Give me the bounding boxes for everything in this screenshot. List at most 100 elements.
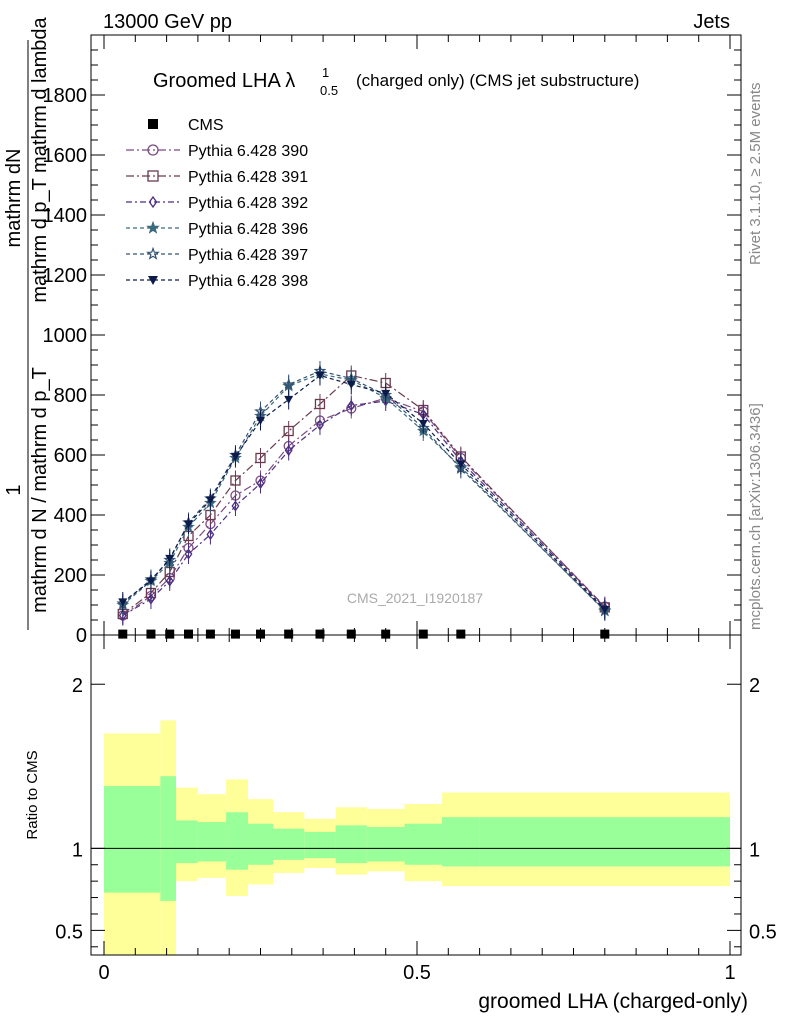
data-point	[205, 496, 215, 505]
data-point	[315, 371, 325, 380]
ratio-band-green	[366, 827, 405, 862]
data-point	[230, 629, 240, 639]
ratio-band-green	[304, 831, 336, 859]
data-point	[118, 609, 127, 622]
ylabel-numerator: 1	[3, 484, 25, 495]
ratio-band-green	[104, 785, 161, 893]
legend-item: Pythia 6.428 397	[126, 246, 308, 264]
series-pythia-6-428-397	[116, 361, 612, 621]
data-point	[456, 460, 466, 469]
series-line	[122, 374, 606, 615]
data-point	[118, 629, 128, 639]
legend-item: Pythia 6.428 390	[126, 143, 308, 160]
y-tick-label: 1600	[43, 145, 88, 167]
ratio-band-green	[273, 828, 305, 860]
legend-marker	[148, 119, 158, 129]
y-tick-label: 400	[54, 505, 87, 527]
legend-item: CMS	[148, 117, 224, 134]
legend-marker	[147, 170, 159, 182]
main-x-ticks	[103, 35, 731, 635]
series-line	[122, 370, 606, 611]
data-point	[255, 452, 266, 464]
ratio-band-green	[226, 812, 248, 870]
data-point	[184, 548, 193, 560]
legend-marker	[148, 276, 158, 285]
data-point	[316, 419, 324, 431]
ratio-frame	[90, 634, 742, 956]
ratio-band-green	[197, 822, 227, 862]
data-point	[315, 629, 325, 639]
x-tick-label: 0.5	[403, 962, 431, 984]
x-tick-label: 0	[98, 962, 109, 984]
legend-label: Pythia 6.428 398	[188, 273, 308, 290]
ratio-panel: 0.5 0.51 12 2 0 0.5 1	[55, 634, 777, 984]
ylabel-denominator-bot: mathrm d N / mathrm d p_T	[29, 367, 51, 613]
data-point	[600, 605, 610, 614]
ratio-y-tick-label-right: 0.5	[749, 921, 777, 943]
legend: CMS Pythia 6.428 390 Pythia 6.428 391 Pythi…	[126, 117, 308, 290]
ratio-band-green	[175, 820, 198, 864]
data-point	[381, 629, 391, 639]
data-point	[230, 452, 240, 461]
legend-label: Pythia 6.428 391	[188, 169, 308, 186]
data-point	[205, 629, 215, 639]
y-tick-label: 600	[54, 445, 87, 467]
legend-item: Pythia 6.428 398	[126, 273, 308, 290]
data-point	[283, 425, 294, 437]
legend-label: Pythia 6.428 390	[188, 143, 308, 160]
data-point	[165, 629, 175, 639]
y-tick-label: 1400	[43, 205, 88, 227]
ratio-y-tick-label: 0.5	[55, 921, 83, 943]
ratio-y-tick-label-right: 1	[749, 839, 760, 861]
data-point	[284, 395, 294, 404]
series-line	[122, 400, 606, 617]
ratio-y-tick-label: 1	[72, 839, 83, 861]
y-tick-label: 1000	[43, 325, 88, 347]
energy-label: 13000 GeV pp	[103, 11, 232, 33]
data-point	[600, 629, 610, 639]
data-point	[347, 399, 356, 412]
data-point	[284, 629, 294, 639]
data-point	[184, 520, 194, 529]
x-axis-label: groomed LHA (charged-only)	[478, 990, 748, 1013]
series-cms	[118, 629, 610, 639]
ratio-band-green	[479, 817, 730, 867]
legend-label: Pythia 6.428 396	[188, 221, 308, 238]
ratio-band-green	[442, 817, 480, 867]
data-point	[256, 477, 265, 490]
data-point	[314, 398, 326, 410]
data-point	[165, 554, 175, 563]
ratio-y-tick-label: 2	[72, 675, 83, 697]
ylabel-denominator-mid: mathrm d p_T mathrm d lambda	[29, 16, 51, 302]
data-point	[418, 629, 428, 639]
legend-item: Pythia 6.428 391	[126, 169, 308, 186]
y-tick-label: 200	[54, 565, 87, 587]
series-layer	[116, 361, 612, 639]
data-point	[147, 593, 155, 605]
data-point	[146, 577, 156, 586]
ratio-band-green	[404, 823, 443, 865]
legend-marker	[146, 246, 160, 260]
legend-item: Pythia 6.428 392	[126, 195, 308, 212]
main-panel: 0 200 400 600 800 1000 1200 1400 1600 1800	[43, 34, 742, 647]
data-point	[346, 629, 356, 639]
data-point	[256, 416, 265, 425]
legend-label: Pythia 6.428 397	[188, 247, 308, 264]
ratio-y-axis: 0.5 0.5 1 1 2 2	[55, 675, 777, 948]
title-main: Groomed LHA λ	[153, 70, 295, 92]
data-point	[230, 475, 241, 486]
data-point	[381, 389, 391, 398]
legend-marker	[148, 195, 158, 209]
ratio-bands	[104, 720, 730, 955]
data-point	[118, 598, 128, 607]
legend-marker	[147, 144, 159, 156]
title-rest: (charged only) (CMS jet substructure)	[356, 71, 639, 90]
data-point	[146, 629, 156, 639]
y-tick-label: 0	[76, 625, 87, 647]
data-point	[165, 575, 174, 587]
y-tick-label: 1200	[43, 265, 88, 287]
main-y-axis: 0 200 400 600 800 1000 1200 1400 1600 1800	[43, 49, 741, 647]
legend-marker	[146, 220, 160, 234]
series-line	[122, 397, 606, 616]
